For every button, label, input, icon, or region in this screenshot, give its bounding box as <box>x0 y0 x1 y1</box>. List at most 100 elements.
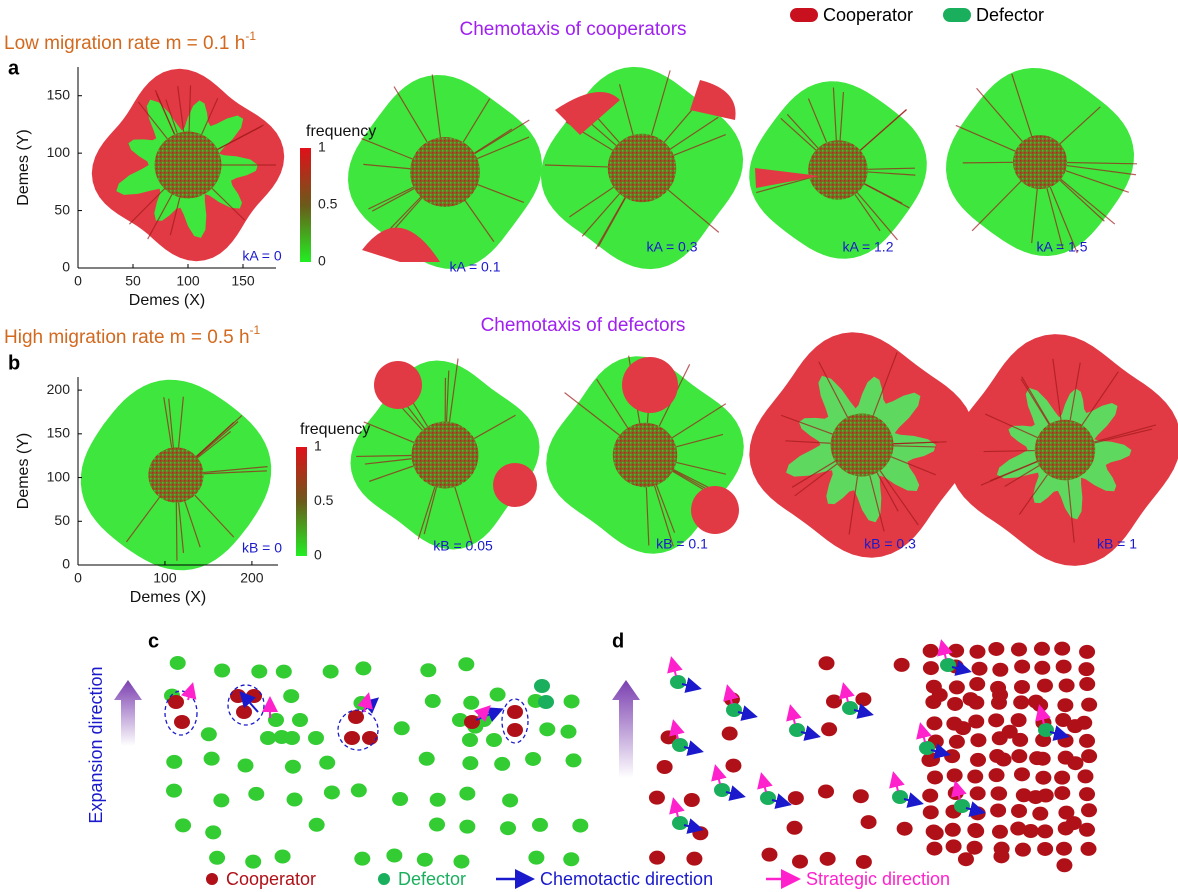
strategic-arrow <box>357 692 373 713</box>
colony-streak <box>178 502 185 554</box>
cell <box>531 817 548 832</box>
colony-streak <box>431 74 442 138</box>
cell <box>672 816 688 830</box>
colony-streak <box>653 485 674 547</box>
cell <box>947 786 964 801</box>
colony <box>91 68 285 262</box>
cell <box>386 848 403 863</box>
cell <box>350 783 367 798</box>
colony-streak <box>1011 73 1033 137</box>
colony-streak <box>786 113 819 149</box>
cell <box>922 805 939 820</box>
colony-streak <box>864 183 903 204</box>
colony-core <box>607 133 677 203</box>
colorbar-tick-label: 0 <box>314 547 322 563</box>
cell <box>1010 713 1027 728</box>
cell <box>1033 641 1050 656</box>
cell <box>991 786 1008 801</box>
colony-label: kA = 0 <box>242 248 282 264</box>
cell <box>393 721 410 736</box>
colony-streak <box>854 194 881 232</box>
legend-swatch <box>943 8 971 22</box>
cell <box>925 824 942 839</box>
y-tick-label: 100 <box>47 144 71 160</box>
cell <box>855 854 872 869</box>
colony-streak <box>872 352 898 416</box>
cell <box>948 643 965 658</box>
colony-streak <box>876 472 899 512</box>
cell <box>792 854 809 869</box>
colony-streak <box>856 192 898 241</box>
colony-core <box>1034 419 1096 481</box>
legend-swatch <box>206 873 218 885</box>
cell <box>819 851 836 866</box>
colony-streak <box>194 494 235 538</box>
colony-streak <box>168 398 174 448</box>
strategic-arrow <box>757 772 773 793</box>
colony-streak <box>177 86 185 132</box>
colony-streak <box>859 109 908 151</box>
heading-text: Low migration rate m = 0.1 h <box>4 33 245 54</box>
cell <box>683 792 700 807</box>
colony-streak <box>671 403 727 439</box>
cell <box>990 680 1007 695</box>
cell <box>966 840 983 855</box>
panel-letter: b <box>8 352 20 374</box>
colony-streak <box>879 470 919 526</box>
cell <box>539 722 556 737</box>
cell <box>274 849 291 864</box>
colony-streak <box>597 197 626 248</box>
cell <box>1081 749 1098 764</box>
x-tick-label: 0 <box>74 273 82 289</box>
colony-streak <box>211 187 246 221</box>
colony-streak <box>818 361 849 418</box>
cell <box>275 664 292 679</box>
chemotactic-arrow <box>965 801 986 817</box>
colony-patch <box>755 168 820 188</box>
cell <box>721 726 738 741</box>
cell <box>825 694 842 709</box>
cell <box>563 694 580 709</box>
colony-core <box>1013 135 1067 189</box>
cell <box>922 661 939 676</box>
cell <box>1079 644 1096 659</box>
colony-core <box>612 422 678 488</box>
cell <box>896 821 913 836</box>
strategic-arrow <box>669 719 685 740</box>
cell <box>354 851 371 866</box>
colony-streak <box>203 470 267 475</box>
cell <box>925 695 942 710</box>
cell <box>969 677 986 692</box>
cell <box>648 790 665 805</box>
colony-streak <box>785 440 831 444</box>
colony-patch <box>555 92 620 135</box>
cell <box>453 854 470 869</box>
cell <box>649 850 666 865</box>
cell <box>169 655 186 670</box>
colony-core <box>411 421 479 489</box>
panel-letter: a <box>8 57 20 79</box>
cell <box>993 841 1010 856</box>
cell <box>429 792 446 807</box>
cell <box>1057 750 1074 765</box>
cell <box>988 641 1005 656</box>
colony-streak <box>867 167 915 170</box>
cell <box>926 716 943 731</box>
colony-streak <box>201 98 219 135</box>
cell <box>1054 786 1071 801</box>
cell <box>248 786 265 801</box>
cell <box>323 785 340 800</box>
cell <box>500 821 517 836</box>
y-tick-label: 100 <box>47 468 71 484</box>
colony-streak <box>807 98 828 143</box>
colony-streak <box>1052 358 1062 421</box>
colony-streak <box>165 99 178 134</box>
cell <box>922 643 939 658</box>
colony-streak <box>393 86 428 143</box>
colony-patch <box>691 486 739 534</box>
colony-streak <box>1094 428 1153 444</box>
cell <box>1034 751 1051 766</box>
colony <box>749 81 927 259</box>
colony-streak <box>197 431 232 459</box>
colony-streak <box>125 496 161 543</box>
